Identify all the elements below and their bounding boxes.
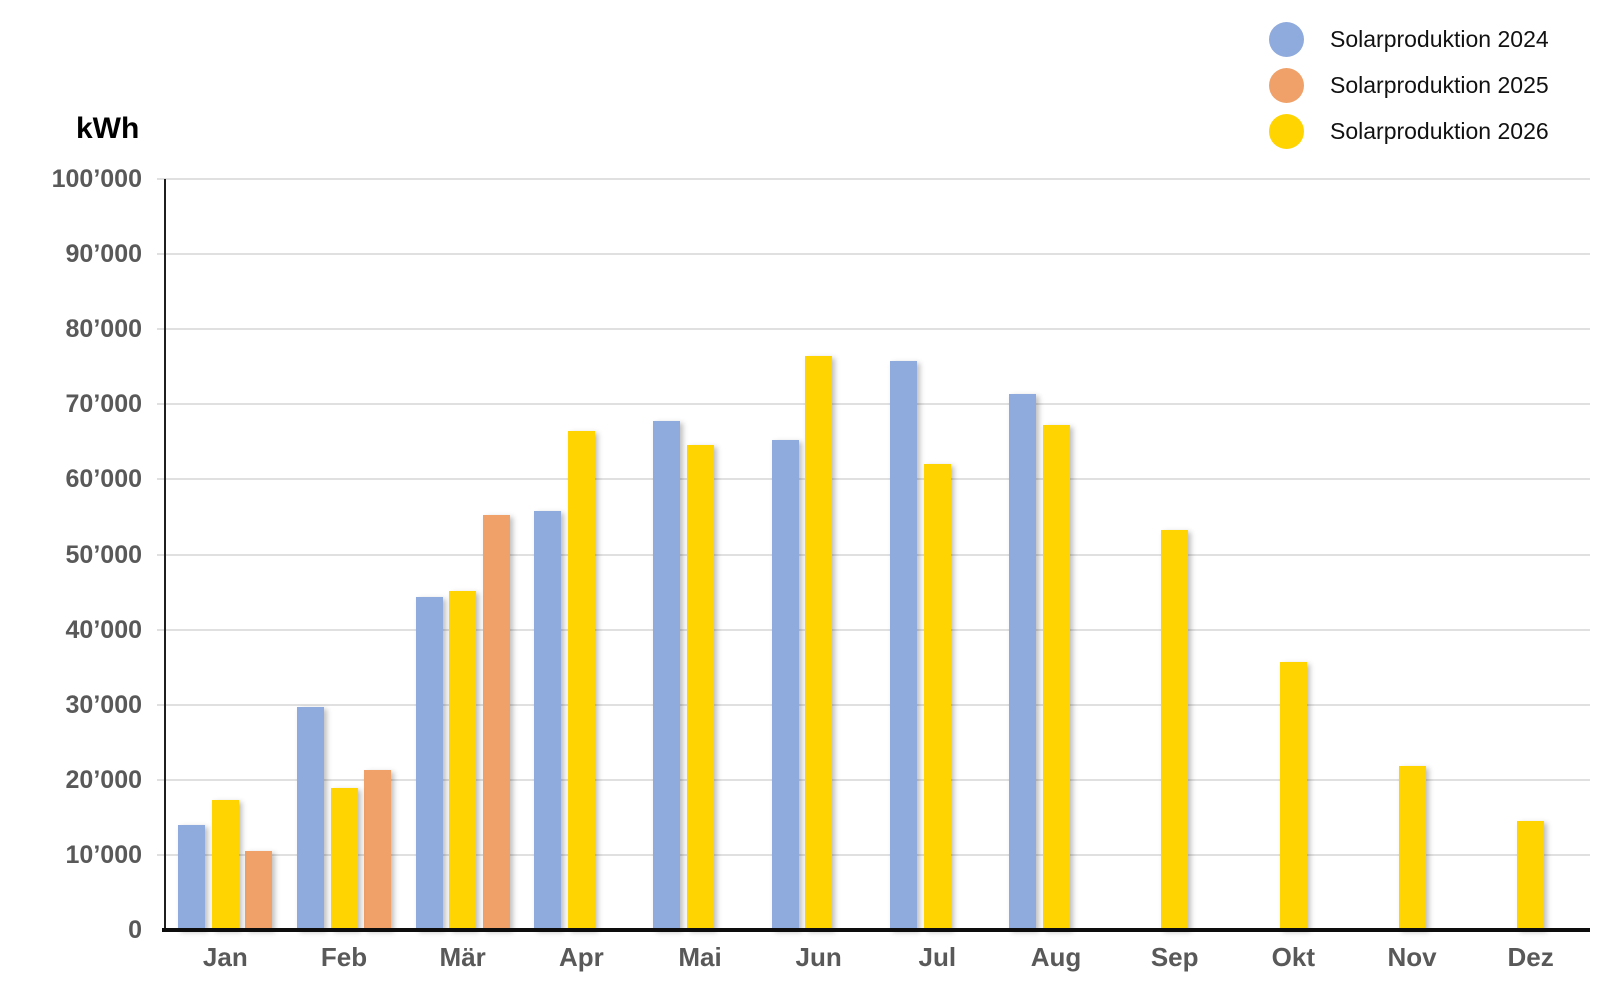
x-label-3: Mär (439, 942, 486, 972)
gridline (157, 853, 1590, 856)
bar-2024-7 (890, 360, 918, 930)
x-label-1: Jan (202, 942, 248, 972)
bar-2026-10 (1279, 661, 1307, 930)
legend-item-2026: Solarproduktion 2026 (1269, 108, 1549, 154)
bar-2024-8 (1009, 393, 1036, 930)
bar-2026-3 (449, 590, 477, 930)
x-label-8: Aug (1030, 942, 1082, 972)
y-tick-label: 90’000 (65, 240, 142, 269)
bar-2026-2 (330, 788, 358, 930)
bar-2025-3 (482, 514, 510, 930)
y-tick-label: 10’000 (65, 840, 142, 869)
y-axis-title: kWh (76, 112, 140, 145)
y-tick-label: 0 (128, 916, 142, 944)
gridline (157, 403, 1590, 406)
gridline (157, 253, 1590, 256)
bar-2024-3 (415, 597, 443, 930)
bar-2024-4 (534, 510, 562, 930)
x-label-9: Sep (1150, 942, 1199, 972)
bar-2026-12 (1517, 821, 1545, 930)
legend-swatch-2025-icon (1269, 67, 1304, 103)
y-tick-label: 80’000 (65, 315, 142, 344)
bar-2025-1 (245, 851, 273, 930)
x-label-2: Feb (320, 942, 368, 972)
gridline (157, 553, 1590, 556)
y-tick-label: 60’000 (65, 465, 142, 494)
y-axis-line (164, 179, 166, 932)
bar-2026-7 (923, 464, 951, 930)
legend-swatch-2026-icon (1269, 113, 1304, 149)
x-axis-line (162, 928, 1590, 932)
legend-swatch-2024-icon (1269, 21, 1304, 57)
y-tick-label: 20’000 (65, 765, 142, 794)
x-label-10: Okt (1271, 942, 1315, 972)
gridline (157, 478, 1590, 481)
gridline (157, 703, 1590, 706)
x-label-11: Nov (1387, 942, 1437, 972)
legend-label-2024: Solarproduktion 2024 (1330, 25, 1549, 52)
y-tick-label: 30’000 (65, 690, 142, 719)
bar-2026-9 (1161, 530, 1189, 930)
bar-2024-5 (653, 420, 680, 930)
x-label-12: Dez (1507, 942, 1554, 972)
y-tick-label: 40’000 (65, 615, 142, 644)
gridline (157, 778, 1590, 781)
gridline (157, 178, 1590, 180)
bar-2026-8 (1042, 425, 1070, 930)
y-tick-label: 70’000 (65, 390, 142, 419)
legend-label-2025: Solarproduktion 2025 (1330, 71, 1549, 98)
bar-2025-2 (364, 770, 391, 930)
bar-2026-1 (211, 800, 239, 930)
bar-2024-6 (771, 440, 799, 930)
legend-item-2024: Solarproduktion 2024 (1269, 16, 1549, 62)
bar-2026-4 (567, 431, 595, 930)
bar-2026-11 (1398, 765, 1426, 930)
y-tick-label: 50’000 (65, 540, 142, 569)
gridline (157, 328, 1590, 331)
x-label-4: Apr (558, 942, 604, 972)
bar-2024-2 (297, 706, 324, 930)
legend: Solarproduktion 2024 Solarproduktion 202… (1269, 16, 1549, 154)
y-tick-label: 100’000 (51, 165, 142, 193)
legend-label-2026: Solarproduktion 2026 (1330, 117, 1549, 144)
legend-item-2025: Solarproduktion 2025 (1269, 62, 1549, 108)
bar-2026-6 (805, 356, 833, 930)
gridline (157, 628, 1590, 631)
x-label-6: Jun (795, 942, 842, 972)
x-label-5: Mai (678, 942, 722, 972)
bar-2026-5 (686, 444, 714, 930)
x-label-7: Jul (918, 942, 957, 972)
bar-2024-1 (178, 824, 206, 930)
